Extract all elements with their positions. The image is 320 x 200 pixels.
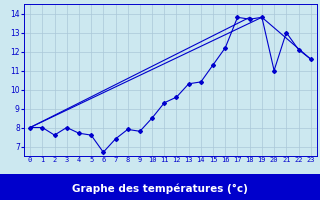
Text: Graphe des températures (°c): Graphe des températures (°c) xyxy=(72,183,248,194)
